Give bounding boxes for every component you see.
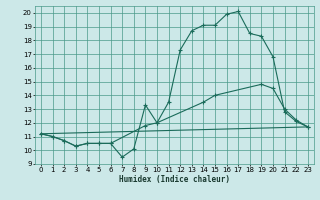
X-axis label: Humidex (Indice chaleur): Humidex (Indice chaleur) [119, 175, 230, 184]
